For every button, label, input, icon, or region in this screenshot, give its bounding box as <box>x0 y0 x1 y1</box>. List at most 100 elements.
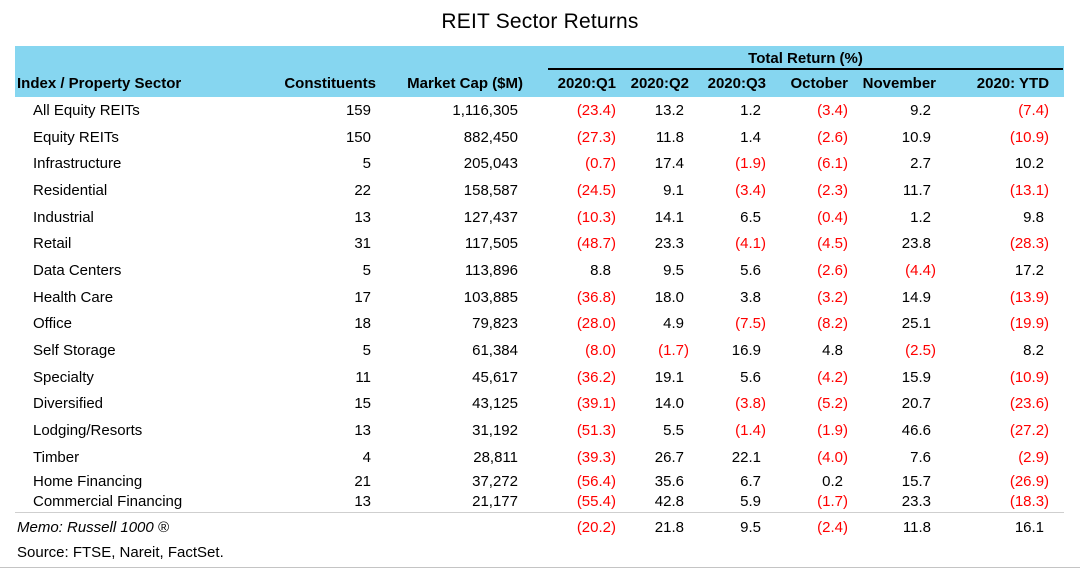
return-cell: 42.8 <box>654 493 684 511</box>
memo-return-cell: 11.8 <box>902 519 931 537</box>
return-cell: (10.9) <box>1009 128 1050 146</box>
market-cap-cell: 103,885 <box>463 288 518 306</box>
return-cell: 5.6 <box>740 261 761 279</box>
memo-return-cell: (2.4) <box>817 519 848 537</box>
return-cell: (48.7) <box>576 235 616 253</box>
group-header-spacer <box>15 46 527 70</box>
table-row: Residential 22 158,587 (24.5) 9.1 (3.4) (2.3) 1… <box>15 177 1064 204</box>
constituents-cell: 17 <box>354 288 371 306</box>
memo-return-cell: (20.2) <box>576 519 616 537</box>
return-cell: (7.4) <box>1018 101 1050 119</box>
return-cell: 10.2 <box>1014 155 1045 173</box>
col-header-2020-ytd: 2020: YTD <box>940 70 1065 97</box>
return-cell: (0.4) <box>817 208 848 226</box>
col-header-november: November <box>852 70 940 97</box>
return-cell: (6.1) <box>817 155 848 173</box>
sector-cell: Equity REITs <box>33 128 119 146</box>
sector-cell: Office <box>33 315 72 333</box>
col-header-sector: Index / Property Sector <box>15 70 265 97</box>
return-cell: (4.1) <box>735 235 766 253</box>
constituents-cell: 159 <box>345 101 371 119</box>
constituents-cell: 22 <box>354 181 371 199</box>
return-cell: (1.4) <box>735 422 766 440</box>
return-cell: (39.3) <box>576 448 616 466</box>
table-row: Infrastructure 5 205,043 (0.7) 17.4 (1.9) (6.1… <box>15 150 1064 177</box>
table-row: Office 18 79,823 (28.0) 4.9 (7.5) (8.2) 25.1 (19… <box>15 311 1064 338</box>
memo-return-cell: 16.1 <box>1014 519 1045 537</box>
return-cell: 15.7 <box>901 472 931 490</box>
table-row: Equity REITs 150 882,450 (27.3) 11.8 1.4 (2.6)… <box>15 124 1064 151</box>
return-cell: (1.9) <box>735 155 766 173</box>
return-cell: 5.9 <box>740 493 761 511</box>
group-header-row: Total Return (%) <box>15 46 1065 70</box>
return-cell: (3.8) <box>735 395 766 413</box>
return-cell: 6.5 <box>740 208 761 226</box>
return-cell: (3.4) <box>817 101 848 119</box>
table-row: Retail 31 117,505 (48.7) 23.3 (4.1) (4.5) 23.8 (… <box>15 230 1064 257</box>
return-cell: (56.4) <box>576 472 616 490</box>
return-cell: (4.4) <box>905 261 936 279</box>
return-cell: 10.9 <box>901 128 931 146</box>
sector-cell: Commercial Financing <box>33 493 183 511</box>
return-cell: (0.7) <box>585 155 616 173</box>
return-cell: (24.5) <box>576 181 616 199</box>
return-cell: 1.4 <box>740 128 761 146</box>
memo-return-cell: 21.8 <box>654 519 684 537</box>
return-cell: (28.3) <box>1009 235 1050 253</box>
return-cell: (2.6) <box>817 128 848 146</box>
col-header-2020-q3: 2020:Q3 <box>693 70 770 97</box>
source-row: Source: FTSE, Nareit, FactSet. <box>15 543 1064 563</box>
sector-cell: Timber <box>33 448 80 466</box>
market-cap-cell: 113,896 <box>464 261 518 279</box>
return-cell: (8.0) <box>585 342 616 360</box>
constituents-cell: 18 <box>354 315 371 333</box>
return-cell: 4.8 <box>822 342 843 360</box>
market-cap-cell: 45,617 <box>472 368 518 386</box>
return-cell: 35.6 <box>654 472 684 490</box>
sector-cell: Infrastructure <box>33 155 122 173</box>
sector-cell: Industrial <box>33 208 94 226</box>
return-cell: (23.6) <box>1009 395 1050 413</box>
return-cell: (4.2) <box>817 368 848 386</box>
market-cap-cell: 117,505 <box>464 235 518 253</box>
constituents-cell: 11 <box>355 368 371 386</box>
constituents-cell: 15 <box>354 395 371 413</box>
return-cell: (51.3) <box>576 422 616 440</box>
return-cell: 0.2 <box>822 472 843 490</box>
market-cap-cell: 158,587 <box>463 181 518 199</box>
memo-label: Memo: Russell 1000 ® <box>17 519 169 537</box>
return-cell: (39.1) <box>576 395 616 413</box>
memo-row: Memo: Russell 1000 ® (20.2) 21.8 9.5 (2.4) 11… <box>15 512 1065 543</box>
sector-cell: Home Financing <box>33 472 143 490</box>
sector-cell: Residential <box>33 181 108 199</box>
return-cell: (1.9) <box>817 422 848 440</box>
return-cell: 5.5 <box>663 422 684 440</box>
table-row: Specialty 11 45,617 (36.2) 19.1 5.6 (4.2) 15.9 (… <box>15 364 1064 391</box>
return-cell: 14.0 <box>654 395 684 413</box>
return-cell: (27.3) <box>576 128 616 146</box>
sector-cell: Lodging/Resorts <box>33 422 143 440</box>
return-cell: (28.0) <box>576 315 616 333</box>
col-header-constituents: Constituents <box>265 70 380 97</box>
return-cell: 23.3 <box>901 493 931 511</box>
table-row: Self Storage 5 61,384 (8.0) (1.7) 16.9 4.8 (2.5… <box>15 337 1064 364</box>
table-row: Diversified 15 43,125 (39.1) 14.0 (3.8) (5.2) 2… <box>15 391 1064 418</box>
col-header-2020-q1: 2020:Q1 <box>527 70 620 97</box>
constituents-cell: 13 <box>354 422 371 440</box>
return-cell: 5.6 <box>740 368 761 386</box>
column-header-row: Index / Property Sector Constituents Mar… <box>15 70 1065 97</box>
return-cell: (13.9) <box>1009 288 1050 306</box>
sector-cell: Data Centers <box>33 261 122 279</box>
return-cell: 8.8 <box>590 261 611 279</box>
market-cap-cell: 43,125 <box>472 395 518 413</box>
return-cell: (26.9) <box>1009 472 1050 490</box>
return-cell: 23.8 <box>901 235 931 253</box>
page-title: REIT Sector Returns <box>441 10 639 33</box>
return-cell: (55.4) <box>576 493 616 511</box>
return-cell: 1.2 <box>740 101 761 119</box>
sector-cell: Diversified <box>33 395 104 413</box>
return-cell: 18.0 <box>654 288 684 306</box>
constituents-cell: 31 <box>354 235 371 253</box>
constituents-cell: 13 <box>354 208 371 226</box>
return-cell: (3.4) <box>735 181 766 199</box>
